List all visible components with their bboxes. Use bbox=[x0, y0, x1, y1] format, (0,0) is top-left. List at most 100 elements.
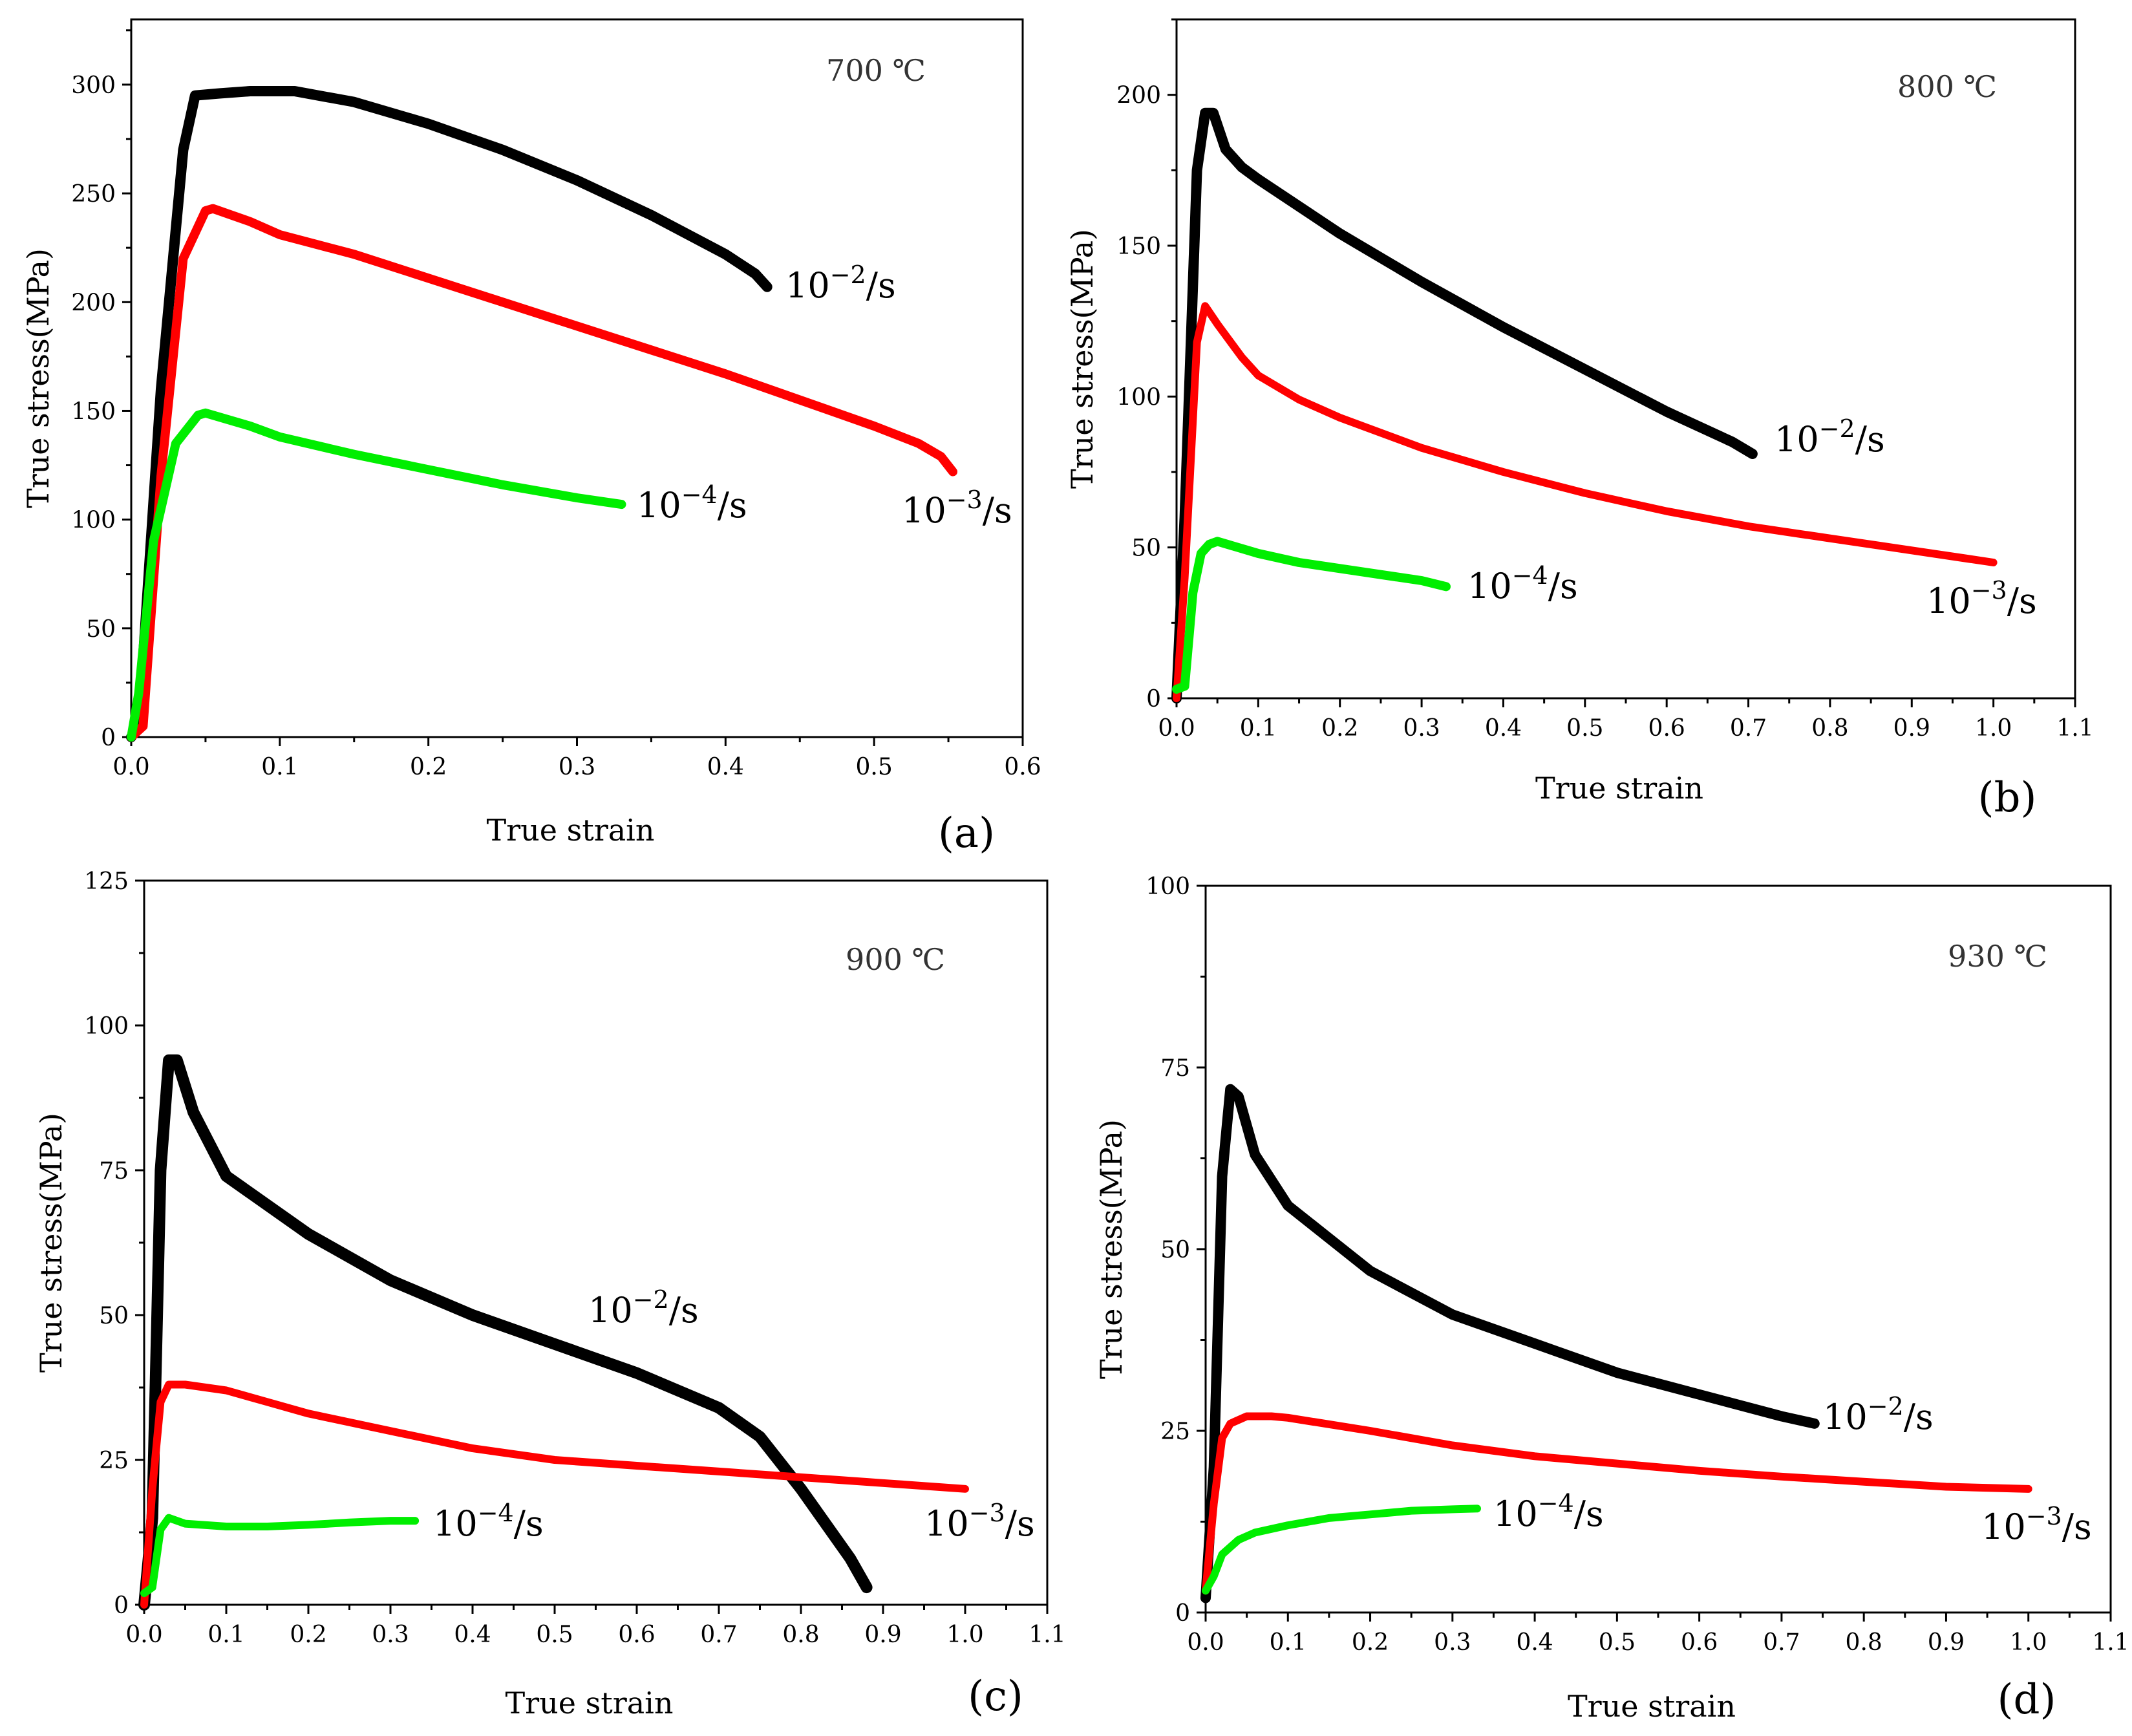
x-tick-label: 0.9 bbox=[1928, 1629, 1965, 1656]
x-tick-label: 0.6 bbox=[1648, 715, 1685, 742]
series-label: 10−3/s bbox=[1981, 1502, 2092, 1547]
x-tick-label: 0.3 bbox=[1403, 715, 1440, 742]
panel-letter: (a) bbox=[938, 809, 995, 857]
y-tick-label: 250 bbox=[71, 181, 116, 208]
chart-panel-b: 0.0 0.1 0.2 0.3 0.4 0.5 0.6 0.7 0.8 0.9 1.0 1.1 0 50 1… bbox=[1065, 18, 2094, 822]
panel-letter: (d) bbox=[1998, 1676, 2056, 1724]
y-tick-label: 50 bbox=[86, 616, 116, 643]
y-tick-label: 200 bbox=[1116, 83, 1161, 109]
x-axis-label: True strain bbox=[487, 813, 655, 848]
series-line-0 bbox=[1171, 107, 1758, 703]
y-tick-label: 0 bbox=[1146, 686, 1161, 713]
series-label: 10−2/s bbox=[1775, 414, 1885, 460]
series-line-2 bbox=[1172, 537, 1451, 694]
x-tick-label: 0.7 bbox=[1763, 1629, 1800, 1656]
y-tick-label: 25 bbox=[1160, 1419, 1190, 1445]
y-tick-label: 200 bbox=[71, 290, 116, 316]
x-tick-label: 1.1 bbox=[2092, 1629, 2129, 1656]
temperature-label: 930 ℃ bbox=[1948, 939, 2047, 974]
series-line-1 bbox=[127, 204, 957, 742]
panel-letter: (b) bbox=[1978, 774, 2037, 822]
y-tick-label: 0 bbox=[1175, 1600, 1190, 1627]
x-tick-label: 1.0 bbox=[1975, 715, 2012, 742]
x-tick-label: 0.2 bbox=[410, 754, 447, 780]
x-tick-label: 0.4 bbox=[454, 1622, 491, 1648]
chart-panel-a: 0.0 0.1 0.2 0.3 0.4 0.5 0.6 0 50 100 150 200 250 300 T… bbox=[21, 18, 1041, 857]
series-line-2 bbox=[140, 1514, 420, 1598]
y-axis-label: True stress(MPa) bbox=[1065, 229, 1100, 489]
x-tick-label: 0.2 bbox=[1352, 1629, 1389, 1656]
x-axis-label: True strain bbox=[1568, 1689, 1736, 1724]
series-label: 10−4/s bbox=[1467, 561, 1578, 606]
x-tick-label: 0.9 bbox=[1893, 715, 1930, 742]
x-tick-label: 0.6 bbox=[1004, 754, 1041, 780]
x-tick-label: 0.6 bbox=[1681, 1629, 1718, 1656]
x-tick-label: 0.0 bbox=[1187, 1629, 1224, 1656]
x-tick-label: 1.1 bbox=[1029, 1622, 1065, 1648]
x-tick-label: 0.3 bbox=[1434, 1629, 1471, 1656]
x-axis-label: True strain bbox=[506, 1686, 674, 1720]
plot-frame bbox=[130, 18, 1024, 738]
y-tick-label: 25 bbox=[99, 1448, 129, 1474]
x-tick-label: 0.3 bbox=[559, 754, 595, 780]
chart-panel-d: 0.0 0.1 0.2 0.3 0.4 0.5 0.6 0.7 0.8 0.9 1.0 1.1 0 25 5… bbox=[1094, 873, 2129, 1724]
x-tick-label: 0.1 bbox=[1240, 715, 1277, 742]
y-tick-label: 300 bbox=[71, 72, 116, 99]
series-line-1 bbox=[1173, 302, 1998, 702]
y-tick-label: 50 bbox=[1160, 1237, 1190, 1263]
x-tick-label: 0.5 bbox=[536, 1622, 573, 1648]
series-label: 10−2/s bbox=[785, 261, 896, 306]
series-label: 10−3/s bbox=[902, 486, 1012, 531]
x-tick-label: 1.1 bbox=[2056, 715, 2093, 742]
y-tick-label: 150 bbox=[71, 398, 116, 425]
plot-frame bbox=[143, 879, 1049, 1606]
series-label: 10−2/s bbox=[1823, 1392, 1934, 1437]
temperature-label: 700 ℃ bbox=[826, 53, 926, 88]
x-tick-label: 0.2 bbox=[1321, 715, 1358, 742]
y-tick-label: 50 bbox=[1131, 535, 1161, 562]
y-axis-label: True stress(MPa) bbox=[1094, 1119, 1129, 1379]
x-tick-label: 0.5 bbox=[1566, 715, 1603, 742]
x-tick-label: 0.7 bbox=[1730, 715, 1767, 742]
series-line-1 bbox=[140, 1380, 969, 1609]
y-tick-label: 100 bbox=[1146, 873, 1190, 900]
x-tick-label: 0.0 bbox=[125, 1622, 162, 1648]
panel-letter: (c) bbox=[968, 1673, 1023, 1720]
series-label: 10−3/s bbox=[1926, 576, 2037, 621]
x-tick-label: 0.1 bbox=[261, 754, 298, 780]
x-tick-label: 0.4 bbox=[1485, 715, 1522, 742]
x-tick-label: 1.0 bbox=[2010, 1629, 2047, 1656]
y-tick-label: 75 bbox=[99, 1158, 129, 1184]
series-line-1 bbox=[1202, 1412, 2032, 1595]
y-tick-label: 125 bbox=[84, 868, 129, 895]
chart-panel-c: 0.0 0.1 0.2 0.3 0.4 0.5 0.6 0.7 0.8 0.9 1.0 1.1 0 25 5… bbox=[34, 868, 1066, 1720]
x-tick-label: 0.0 bbox=[1158, 715, 1195, 742]
x-tick-label: 1.0 bbox=[946, 1622, 983, 1648]
x-tick-label: 0.4 bbox=[1516, 1629, 1553, 1656]
x-tick-label: 0.8 bbox=[1846, 1629, 1882, 1656]
x-axis-label: True strain bbox=[1535, 771, 1703, 806]
series-label: 10−4/s bbox=[1493, 1489, 1604, 1534]
series-line-2 bbox=[1202, 1505, 1481, 1595]
x-tick-label: 0.2 bbox=[290, 1622, 326, 1648]
x-tick-label: 0.5 bbox=[1599, 1629, 1636, 1656]
series-label: 10−3/s bbox=[924, 1499, 1035, 1544]
y-axis-label: True stress(MPa) bbox=[34, 1113, 69, 1373]
x-tick-label: 0.4 bbox=[707, 754, 744, 780]
x-tick-label: 0.9 bbox=[864, 1622, 901, 1648]
y-tick-label: 100 bbox=[71, 508, 116, 534]
x-tick-label: 0.3 bbox=[372, 1622, 409, 1648]
temperature-label: 900 ℃ bbox=[846, 942, 945, 977]
y-axis-label: True stress(MPa) bbox=[21, 248, 56, 508]
x-tick-label: 0.1 bbox=[1270, 1629, 1306, 1656]
y-tick-label: 0 bbox=[114, 1592, 129, 1619]
y-tick-label: 75 bbox=[1160, 1055, 1190, 1082]
x-tick-label: 0.8 bbox=[1811, 715, 1848, 742]
x-tick-label: 0.0 bbox=[112, 754, 149, 780]
x-tick-label: 0.5 bbox=[856, 754, 893, 780]
series-line-0 bbox=[126, 86, 773, 742]
temperature-label: 800 ℃ bbox=[1897, 69, 1997, 104]
y-tick-label: 0 bbox=[101, 725, 116, 751]
y-tick-label: 150 bbox=[1116, 233, 1161, 260]
